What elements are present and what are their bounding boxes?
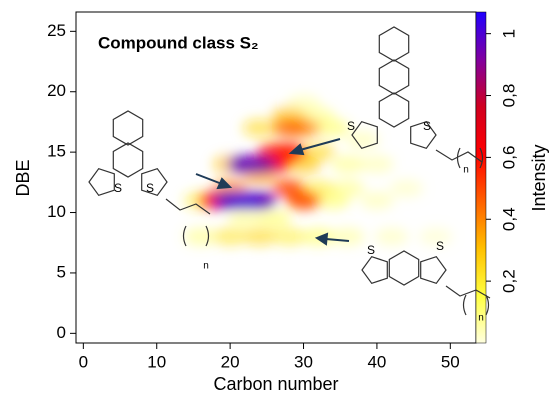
- ring: [351, 120, 378, 150]
- heat-cell: [271, 227, 306, 246]
- x-tick-label: 20: [221, 352, 240, 371]
- y-tick-label: 0: [57, 323, 66, 342]
- x-tick-label: 50: [441, 352, 460, 371]
- atom-label: S: [436, 239, 444, 253]
- colorbar-tick-label: 1: [499, 29, 518, 38]
- heat-cell: [183, 227, 218, 246]
- x-tick-label: 0: [79, 352, 88, 371]
- y-axis-label: DBE: [13, 159, 33, 196]
- ring: [378, 59, 410, 95]
- colorbar: [475, 11, 487, 344]
- heat-cell: [242, 118, 277, 137]
- ring: [420, 255, 447, 285]
- bracket: [456, 147, 461, 169]
- x-axis-label: Carbon number: [213, 374, 338, 394]
- heat-cell: [359, 155, 394, 174]
- x-tick-label: 10: [147, 352, 166, 371]
- y-tick-label: 15: [47, 142, 66, 161]
- heat-cell: [227, 191, 262, 210]
- heat-cell: [345, 131, 380, 150]
- ring: [112, 110, 144, 146]
- heat-cell: [286, 191, 321, 210]
- heat-cell: [242, 227, 277, 246]
- heat-cell: [330, 227, 365, 246]
- ring: [388, 250, 420, 286]
- chart-title: Compound class S₂: [98, 33, 259, 52]
- x-tick-label: 30: [294, 352, 313, 371]
- ring: [141, 167, 168, 197]
- heat-cell: [330, 179, 365, 198]
- heat-cell: [213, 227, 248, 246]
- colorbar-label: Intensity: [529, 144, 549, 211]
- heat-cell: [389, 179, 424, 198]
- ring: [361, 255, 388, 285]
- bond: [165, 198, 211, 215]
- bracket: [205, 225, 210, 247]
- atom-label: S: [367, 243, 375, 257]
- y-tick-label: 20: [47, 81, 66, 100]
- heat-cell: [227, 155, 262, 174]
- atom-label: n: [203, 261, 209, 272]
- heat-cell: [418, 227, 453, 246]
- ring: [88, 167, 115, 197]
- y-tick-label: 5: [57, 262, 66, 281]
- heat-cell: [271, 118, 306, 137]
- heatmap: [183, 94, 453, 246]
- x-tick-label: 40: [367, 352, 386, 371]
- ring: [112, 142, 144, 178]
- arrows: [195, 138, 350, 246]
- colorbar-tick-label: 0,6: [499, 146, 518, 170]
- bond: [445, 285, 491, 299]
- atom-label: S: [114, 181, 122, 195]
- bond: [435, 149, 483, 163]
- colorbar-tick-label: 0,8: [499, 84, 518, 108]
- structures: S Sn S Sn S Sn: [88, 26, 491, 324]
- bracket: [485, 294, 490, 316]
- heat-cell: [227, 209, 262, 228]
- atom-label: S: [146, 181, 154, 195]
- heat-cell: [359, 191, 394, 210]
- heat-cell: [374, 227, 409, 246]
- y-tick-label: 10: [47, 202, 66, 221]
- atom-label: S: [423, 119, 431, 133]
- ring: [378, 92, 410, 128]
- heat-cell: [330, 155, 365, 174]
- bracket: [479, 147, 484, 169]
- y-tick-label: 25: [47, 21, 66, 40]
- ring: [410, 120, 437, 150]
- colorbar-tick-label: 0,2: [499, 269, 518, 293]
- ring: [378, 26, 410, 62]
- atom-label: n: [463, 165, 469, 176]
- colorbar-tick-label: 0,4: [499, 207, 518, 231]
- bracket: [182, 225, 187, 247]
- bracket: [462, 294, 467, 316]
- heat-cell: [257, 209, 292, 228]
- atom-label: n: [478, 313, 484, 324]
- atom-label: S: [347, 119, 355, 133]
